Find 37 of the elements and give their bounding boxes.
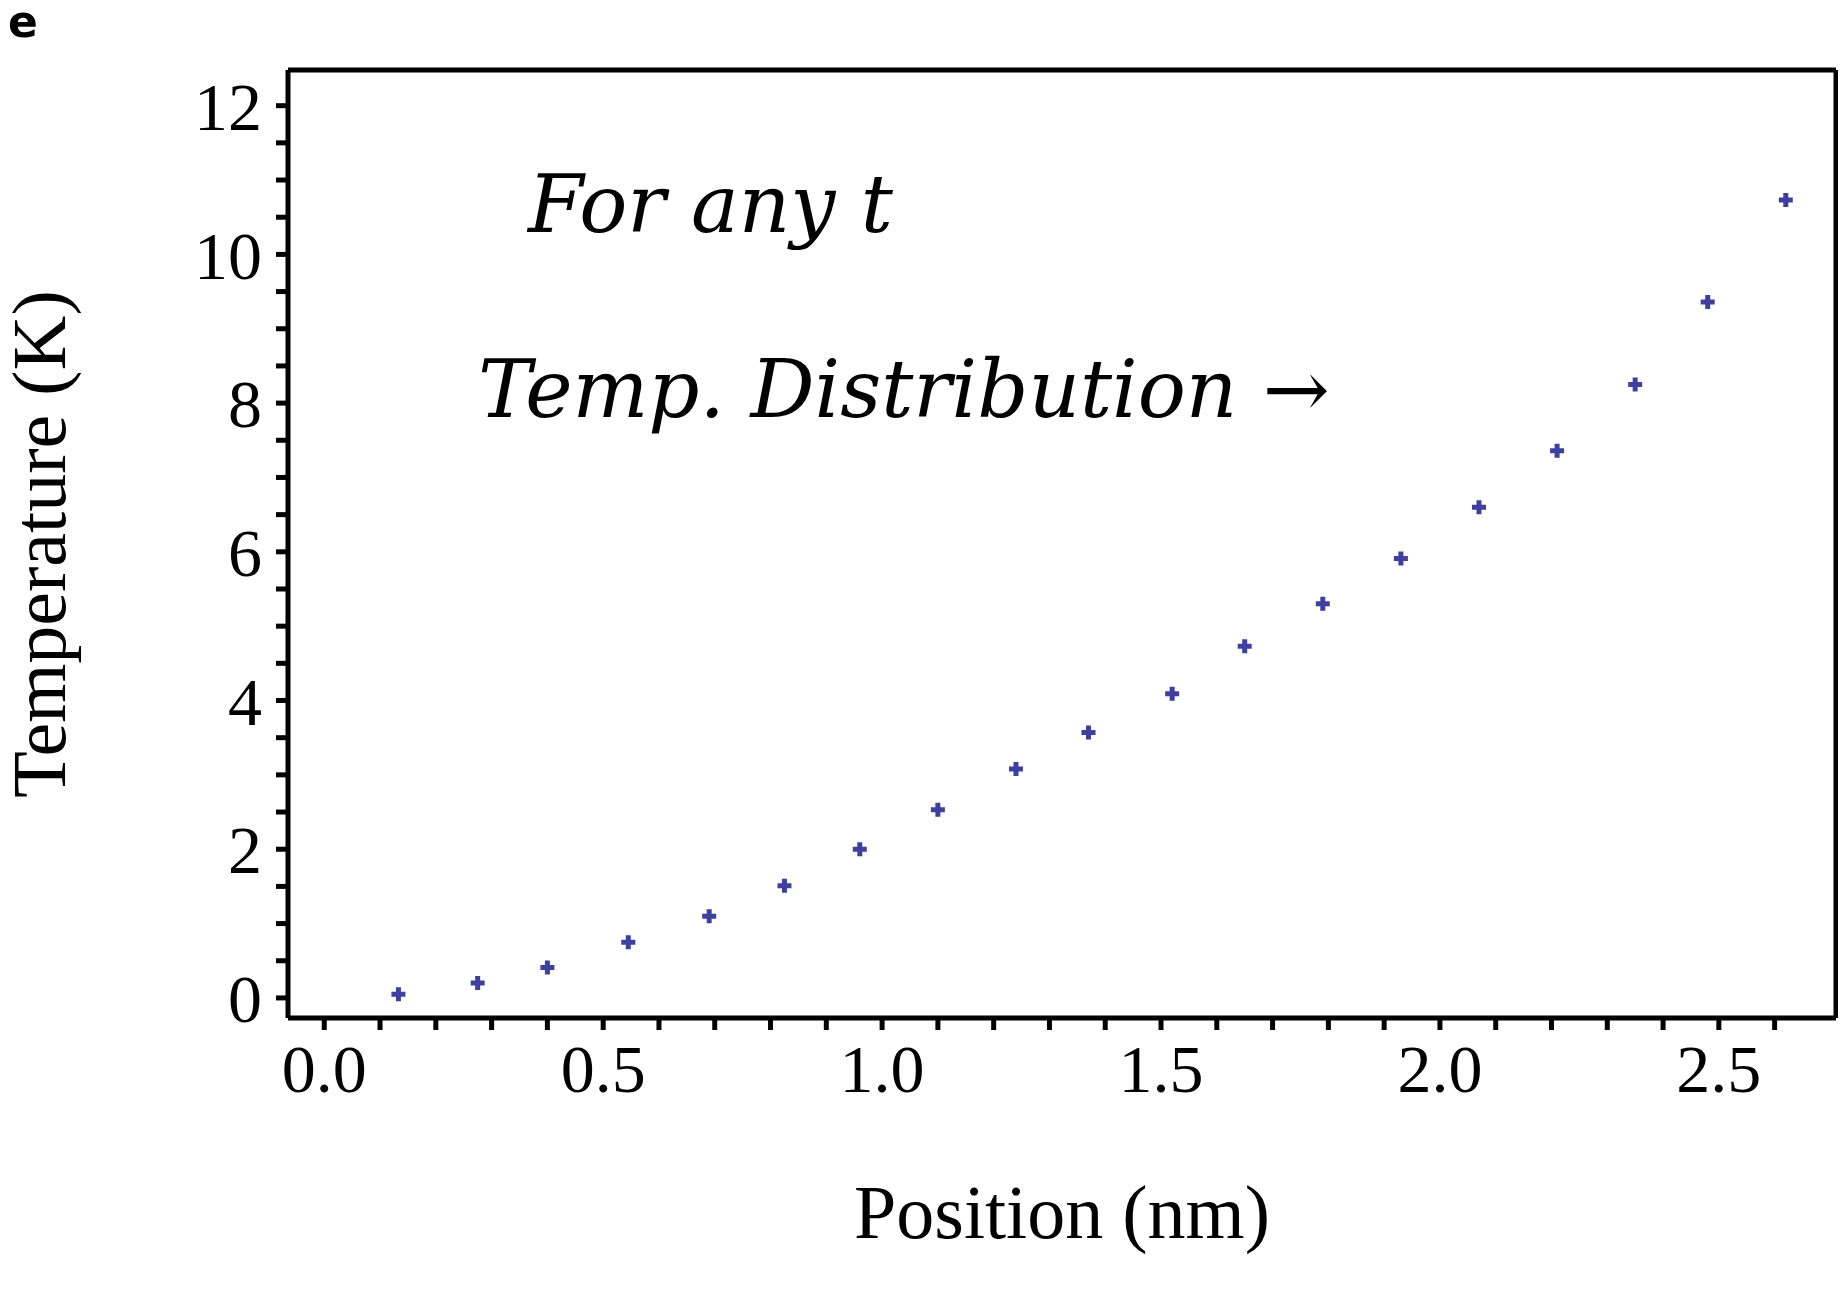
- point: [618, 932, 638, 952]
- x-axis-title: Position (nm): [854, 1170, 1270, 1255]
- point: [1391, 549, 1411, 568]
- point: [1776, 190, 1796, 210]
- annotation: For any t: [528, 158, 893, 251]
- point: [1313, 594, 1333, 614]
- point: [468, 973, 488, 993]
- point: [1547, 441, 1567, 461]
- y-axis-title: Temperature (K): [0, 290, 82, 798]
- y-tick-label: 6: [228, 514, 262, 591]
- point: [1469, 497, 1489, 517]
- x-tick-label: 0.5: [560, 1031, 646, 1108]
- point: [388, 984, 408, 1004]
- y-tick-label: 2: [228, 812, 262, 889]
- point: [1235, 636, 1255, 656]
- x-tick-label: 0.0: [281, 1031, 367, 1108]
- chart-title: e: [8, 0, 38, 47]
- y-tick-label: 12: [194, 68, 262, 145]
- point: [537, 957, 557, 977]
- annotation: Temp. Distribution →: [478, 343, 1330, 436]
- point: [1698, 292, 1718, 312]
- point: [699, 906, 719, 926]
- point: [1006, 759, 1026, 779]
- point: [1625, 375, 1645, 395]
- y-tick-label: 10: [194, 217, 262, 294]
- x-tick-label: 2.5: [1676, 1031, 1762, 1108]
- point: [1162, 684, 1182, 704]
- point: [1079, 722, 1098, 742]
- point: [850, 839, 870, 859]
- y-tick-label: 4: [228, 663, 262, 740]
- point: [774, 876, 794, 896]
- x-tick-label: 2.0: [1397, 1031, 1483, 1108]
- y-tick-label: 0: [228, 961, 262, 1038]
- x-tick-label: 1.0: [839, 1031, 925, 1108]
- x-tick-label: 1.5: [1118, 1031, 1204, 1108]
- y-tick-label: 8: [228, 366, 262, 443]
- point: [928, 800, 948, 820]
